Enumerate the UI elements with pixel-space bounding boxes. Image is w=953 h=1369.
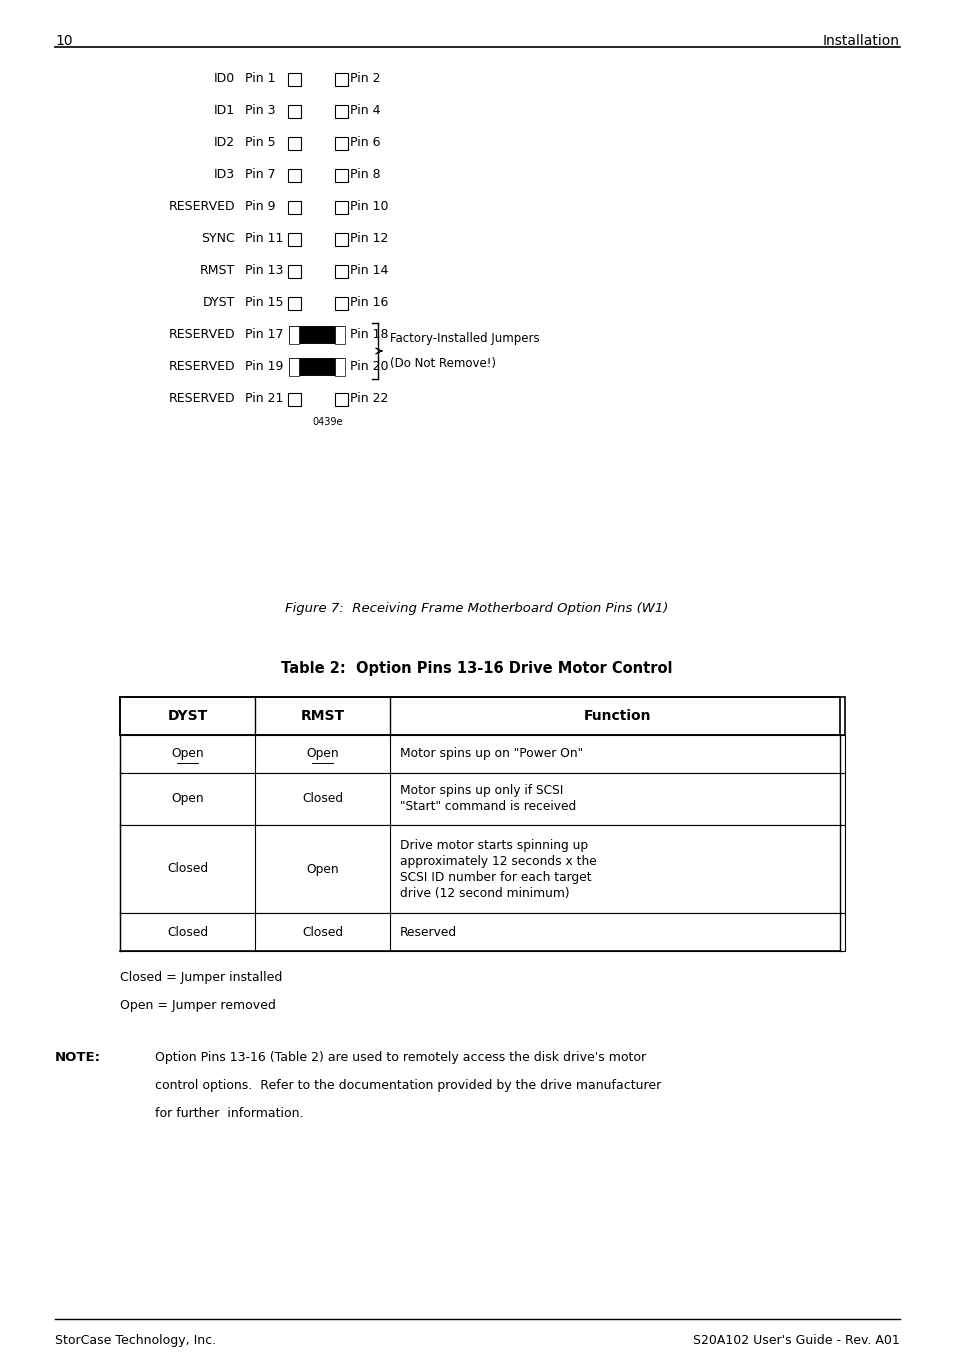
Text: Open: Open (171, 793, 204, 805)
Text: Pin 5: Pin 5 (245, 137, 275, 149)
Text: (Do Not Remove!): (Do Not Remove!) (390, 357, 496, 370)
Text: RESERVED: RESERVED (168, 360, 234, 374)
Bar (289, 359, 298, 376)
Text: RESERVED: RESERVED (168, 329, 234, 341)
Bar (335, 359, 345, 376)
Text: Pin 13: Pin 13 (245, 264, 283, 278)
Bar (335, 266, 348, 278)
Text: Reserved: Reserved (399, 925, 456, 939)
Text: ID1: ID1 (213, 104, 234, 118)
Text: Closed: Closed (167, 925, 208, 939)
Text: Pin 10: Pin 10 (350, 200, 388, 214)
Text: Installation: Installation (822, 34, 899, 48)
Text: RESERVED: RESERVED (168, 200, 234, 214)
Text: Open: Open (306, 747, 338, 761)
Text: Pin 3: Pin 3 (245, 104, 275, 118)
Text: Table 2:  Option Pins 13-16 Drive Motor Control: Table 2: Option Pins 13-16 Drive Motor C… (281, 661, 672, 676)
Text: drive (12 second minimum): drive (12 second minimum) (399, 887, 569, 899)
Bar (335, 105, 348, 118)
Text: Open: Open (171, 747, 204, 761)
Text: Pin 16: Pin 16 (350, 297, 388, 309)
Text: DYST: DYST (202, 297, 234, 309)
Text: Pin 1: Pin 1 (245, 73, 275, 85)
Text: Open: Open (306, 862, 338, 876)
Text: NOTE:: NOTE: (55, 1051, 101, 1064)
Text: ID0: ID0 (213, 73, 234, 85)
Text: Pin 14: Pin 14 (350, 264, 388, 278)
Text: Pin 4: Pin 4 (350, 104, 380, 118)
Text: Drive motor starts spinning up: Drive motor starts spinning up (399, 838, 587, 852)
Bar (335, 233, 348, 246)
Bar (335, 326, 345, 344)
Bar (120, 826, 844, 913)
Bar (120, 735, 844, 773)
Bar (288, 393, 301, 407)
Text: Function: Function (583, 709, 651, 723)
Text: Pin 20: Pin 20 (350, 360, 388, 374)
Text: Pin 15: Pin 15 (245, 297, 283, 309)
Text: Pin 19: Pin 19 (245, 360, 283, 374)
Text: Pin 9: Pin 9 (245, 200, 275, 214)
Text: RMST: RMST (300, 709, 344, 723)
Text: StorCase Technology, Inc.: StorCase Technology, Inc. (55, 1333, 216, 1347)
Text: DYST: DYST (167, 709, 208, 723)
Text: Pin 21: Pin 21 (245, 393, 283, 405)
Text: for further  information.: for further information. (154, 1108, 303, 1120)
Text: Motor spins up on "Power On": Motor spins up on "Power On" (399, 747, 582, 761)
Text: Option Pins 13-16 (Table 2) are used to remotely access the disk drive's motor: Option Pins 13-16 (Table 2) are used to … (154, 1051, 645, 1064)
Bar (335, 297, 348, 309)
Text: SYNC: SYNC (201, 233, 234, 245)
Bar (335, 137, 348, 151)
Text: Pin 11: Pin 11 (245, 233, 283, 245)
Text: SCSI ID number for each target: SCSI ID number for each target (399, 871, 591, 883)
Text: Closed = Jumper installed: Closed = Jumper installed (120, 971, 282, 984)
Bar (120, 773, 844, 826)
Text: S20A102 User's Guide - Rev. A01: S20A102 User's Guide - Rev. A01 (693, 1333, 899, 1347)
Text: RESERVED: RESERVED (168, 393, 234, 405)
Bar (335, 168, 348, 182)
Text: Pin 18: Pin 18 (350, 329, 388, 341)
Text: control options.  Refer to the documentation provided by the drive manufacturer: control options. Refer to the documentat… (154, 1079, 660, 1092)
Bar (335, 201, 348, 214)
Bar (288, 105, 301, 118)
Bar (288, 137, 301, 151)
Text: "Start" command is received: "Start" command is received (399, 801, 576, 813)
Bar (288, 297, 301, 309)
Text: Pin 8: Pin 8 (350, 168, 380, 182)
Text: Pin 12: Pin 12 (350, 233, 388, 245)
Bar (288, 266, 301, 278)
Bar (335, 393, 348, 407)
Text: RMST: RMST (199, 264, 234, 278)
Text: 10: 10 (55, 34, 72, 48)
Text: Closed: Closed (301, 925, 343, 939)
Text: Pin 17: Pin 17 (245, 329, 283, 341)
Bar (288, 201, 301, 214)
Text: approximately 12 seconds x the: approximately 12 seconds x the (399, 854, 597, 868)
Text: Figure 7:  Receiving Frame Motherboard Option Pins (W1): Figure 7: Receiving Frame Motherboard Op… (285, 602, 668, 616)
Text: Closed: Closed (301, 793, 343, 805)
Bar (288, 73, 301, 86)
Text: ID3: ID3 (213, 168, 234, 182)
Text: Pin 2: Pin 2 (350, 73, 380, 85)
Text: ID2: ID2 (213, 137, 234, 149)
Text: Motor spins up only if SCSI: Motor spins up only if SCSI (399, 784, 563, 798)
Text: Factory-Installed Jumpers: Factory-Installed Jumpers (390, 333, 539, 345)
Bar (335, 73, 348, 86)
Bar (288, 233, 301, 246)
Text: Pin 6: Pin 6 (350, 137, 380, 149)
FancyBboxPatch shape (288, 324, 346, 345)
FancyBboxPatch shape (288, 357, 346, 376)
Text: Pin 22: Pin 22 (350, 393, 388, 405)
Bar (288, 168, 301, 182)
Text: Open = Jumper removed: Open = Jumper removed (120, 999, 275, 1012)
Text: 0439e: 0439e (313, 418, 343, 427)
Text: Closed: Closed (167, 862, 208, 876)
Text: Pin 7: Pin 7 (245, 168, 275, 182)
Bar (120, 697, 844, 735)
Bar (289, 326, 298, 344)
Bar (120, 913, 844, 951)
